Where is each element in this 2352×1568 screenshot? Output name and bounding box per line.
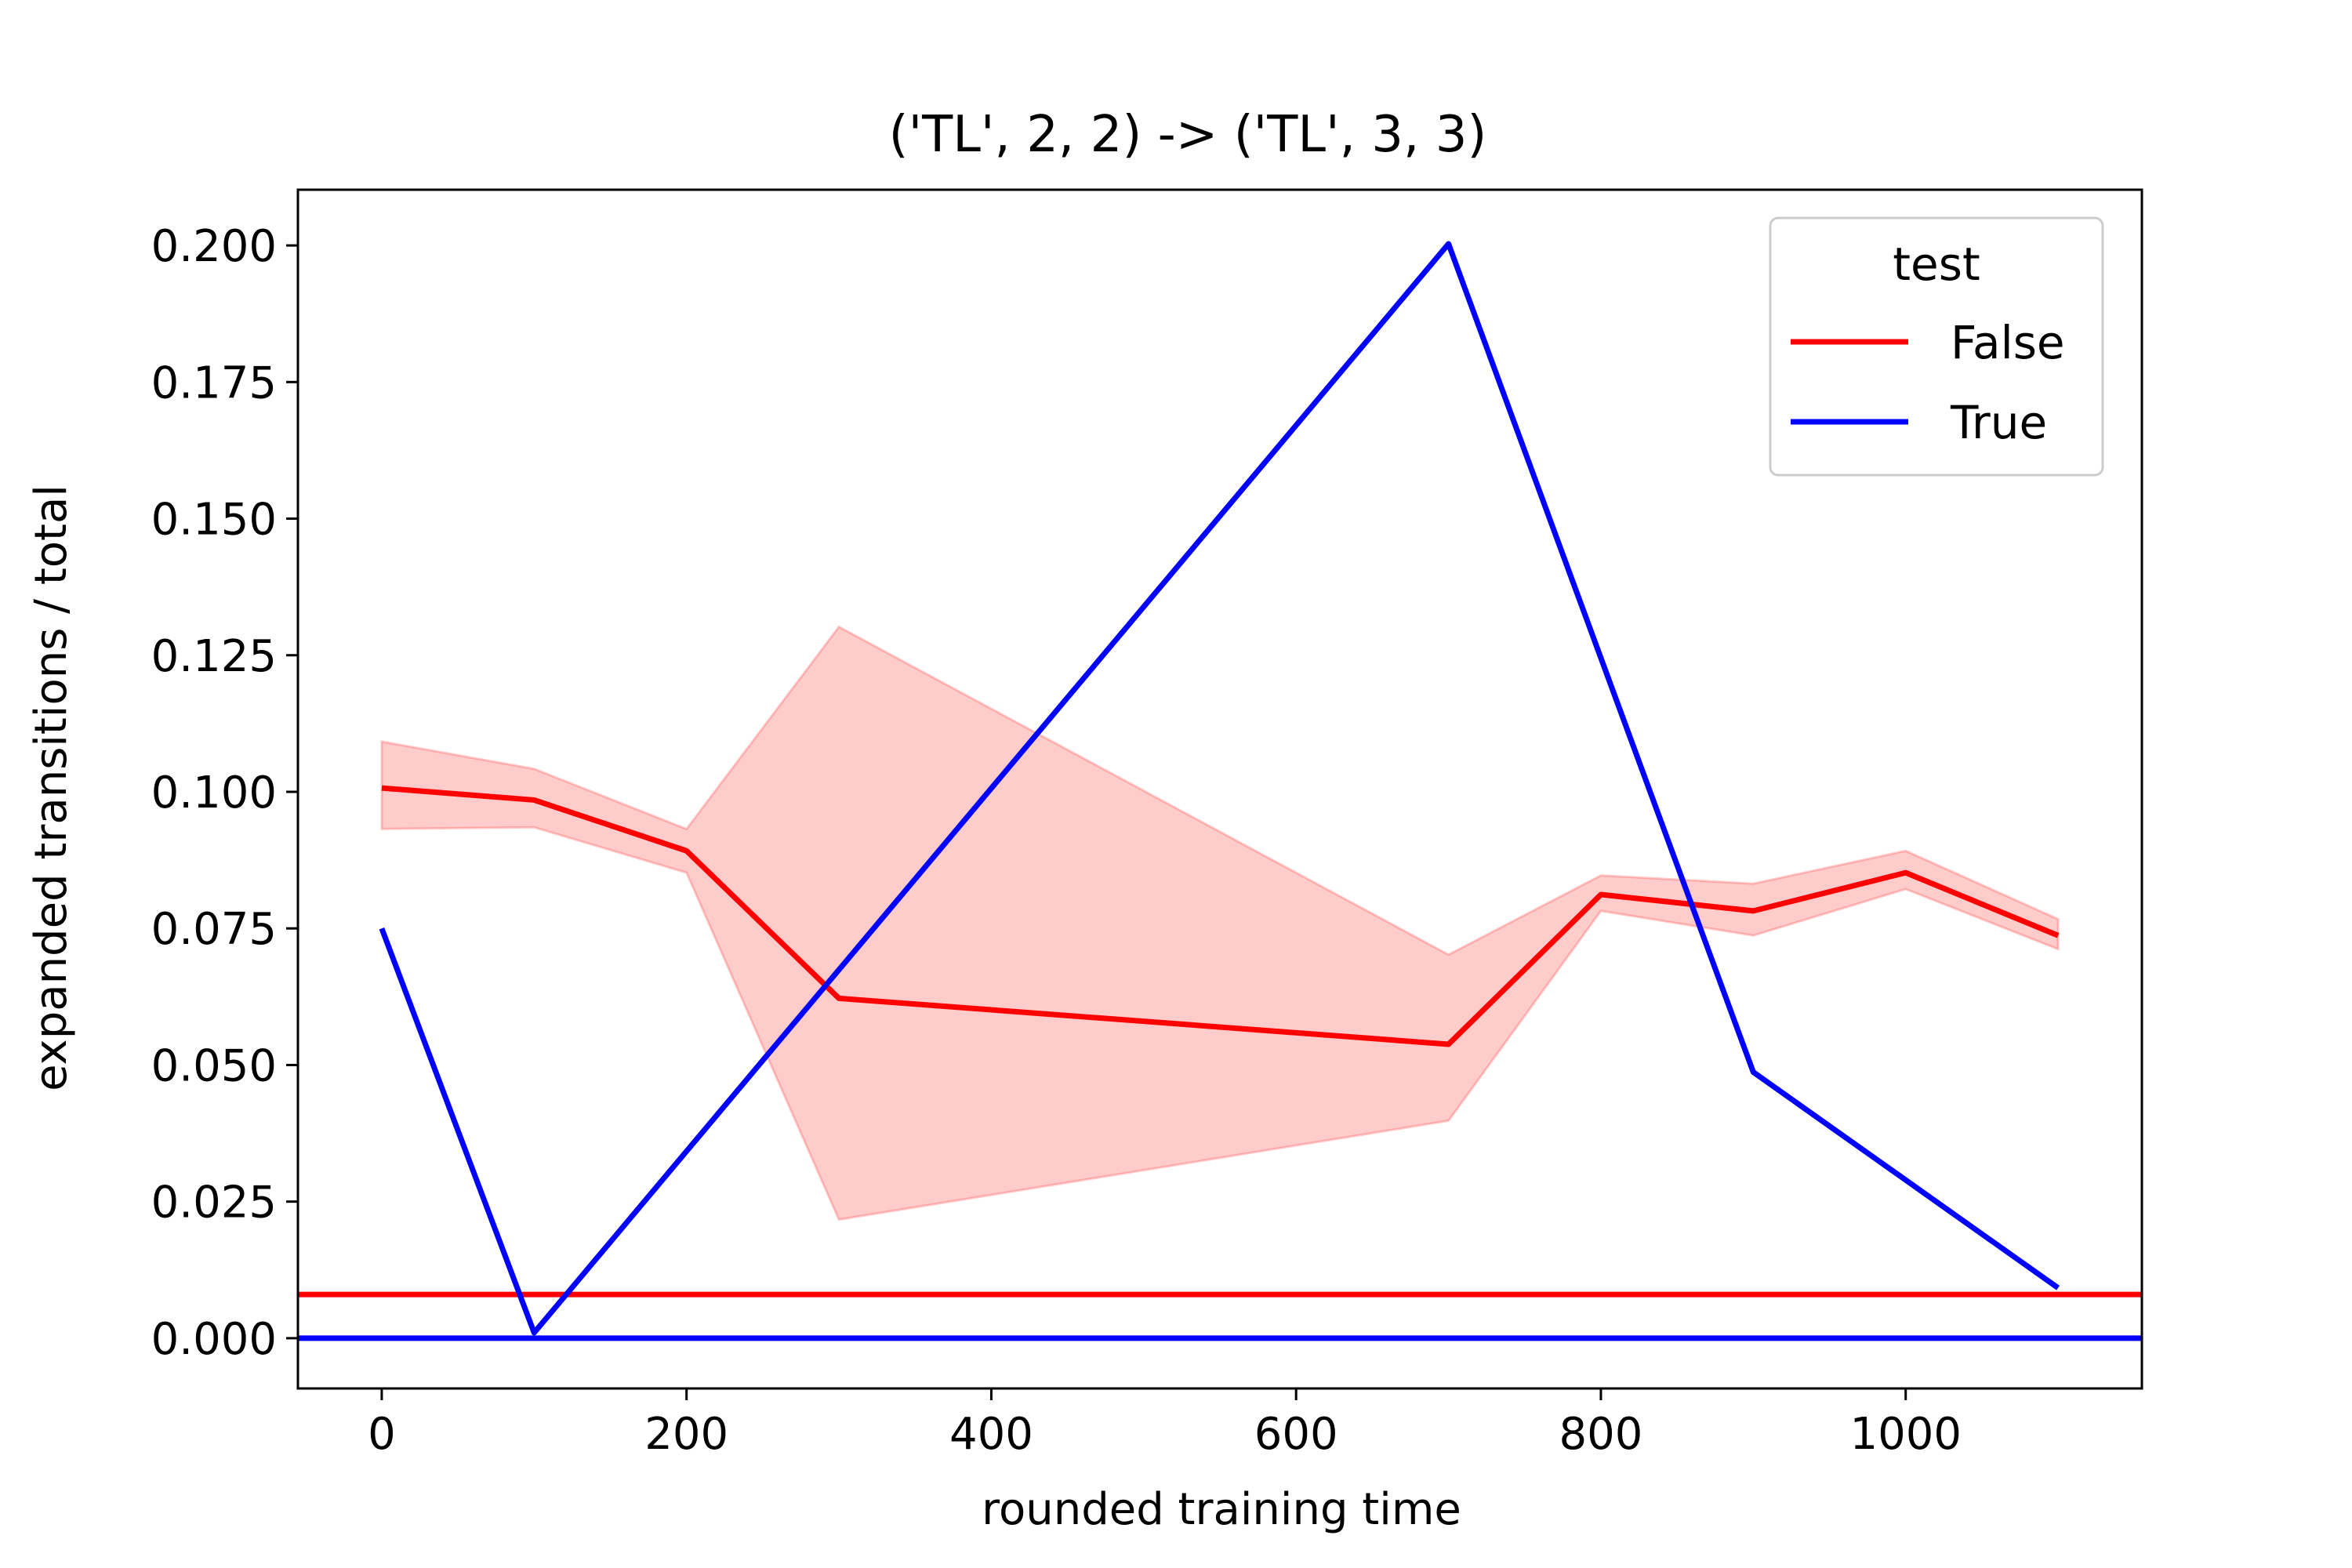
y-tick-label: 0.000 [151,1314,277,1365]
x-axis-label: rounded training time [982,1484,1461,1535]
legend-box [1769,216,2104,477]
legend-title: test [1893,238,1980,291]
y-tick-label: 0.075 [151,904,277,955]
y-tick-label: 0.025 [151,1178,277,1229]
y-axis-label: expanded transitions / total [26,485,77,1091]
legend: test False True [1769,216,2104,477]
y-tick-label: 0.175 [151,358,277,408]
x-tick-label: 400 [949,1409,1033,1460]
y-tick-label: 0.050 [151,1040,277,1091]
x-tick-label: 600 [1254,1409,1338,1460]
plot-area [298,241,2142,1341]
chart-title: ('TL', 2, 2) -> ('TL', 3, 3) [889,106,1487,164]
legend-label-false: False [1951,316,2065,369]
x-tick-label: 200 [644,1409,728,1460]
axes: 0 200 400 600 800 1000 0.000 0.025 0.050 0.075 0.1… [151,188,2143,1460]
x-tick-label: 800 [1559,1409,1643,1460]
y-tick-label: 0.100 [151,768,277,818]
x-tick-label: 1000 [1849,1409,1962,1460]
y-tick-label: 0.125 [151,631,277,682]
y-tick-label: 0.200 [151,221,277,272]
confidence-band-false [380,625,2060,1221]
axes-frame [296,188,2143,1390]
y-tick-label: 0.150 [151,495,277,546]
x-tick-label: 0 [368,1409,396,1460]
legend-label-true: True [1950,396,2047,449]
